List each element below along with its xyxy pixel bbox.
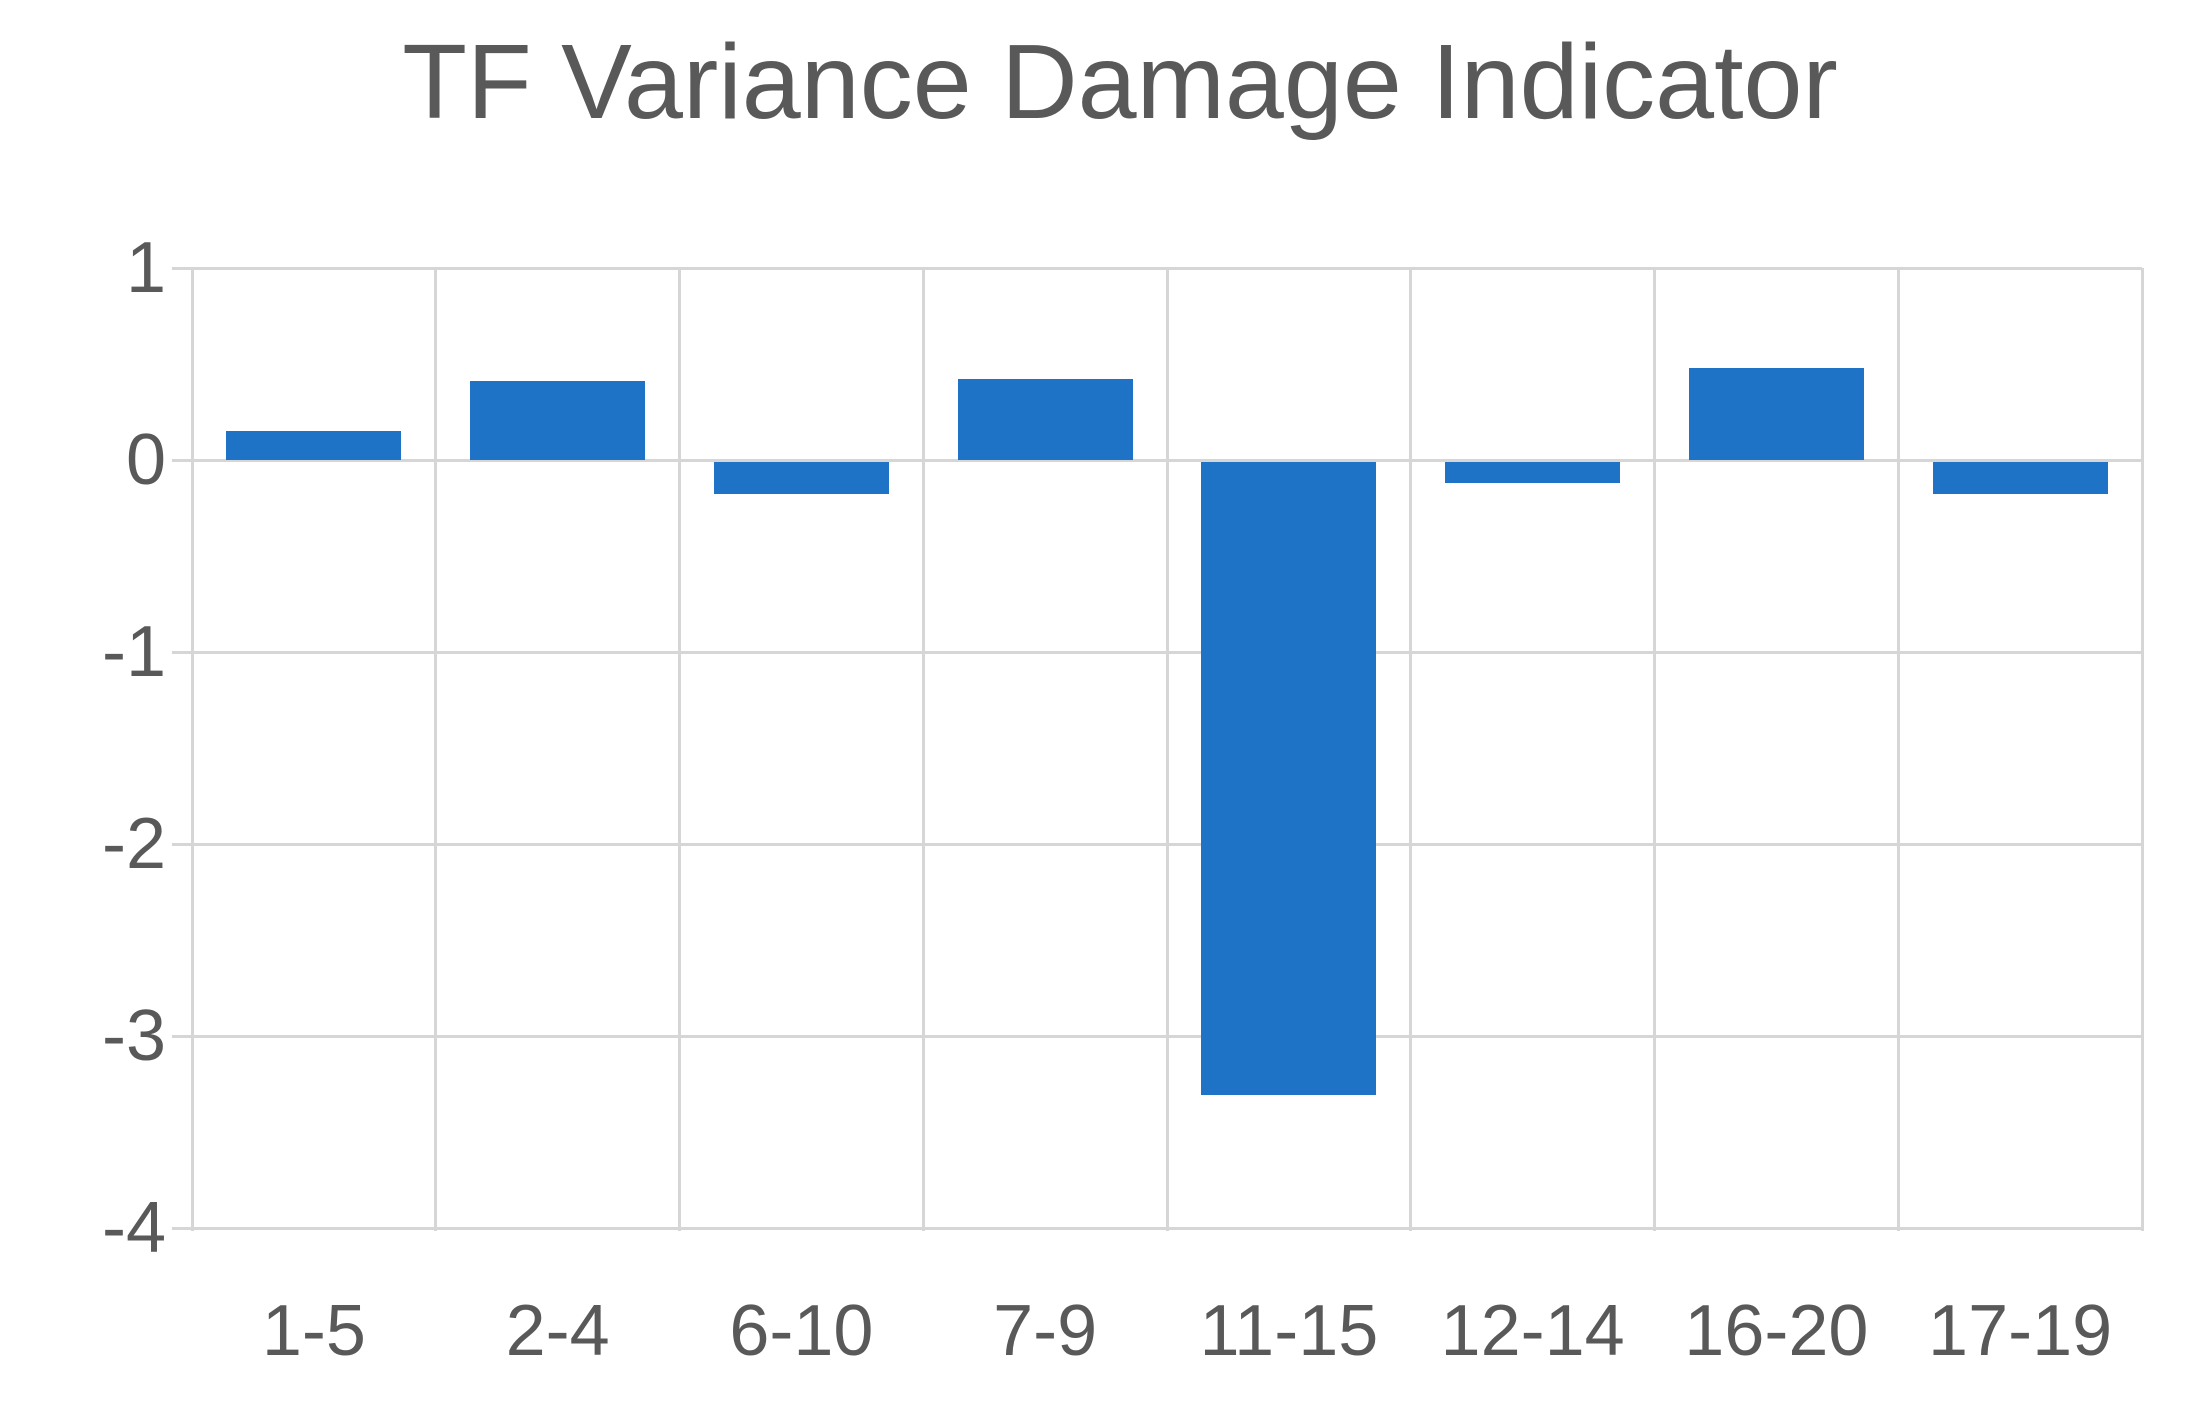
y-axis-tick	[172, 1226, 192, 1230]
horizontal-gridline	[192, 1226, 2142, 1230]
bar-7-9	[957, 379, 1133, 460]
x-axis-category-label: 11-15	[1199, 1291, 1379, 1371]
bar-12-14	[1445, 461, 1621, 483]
vertical-gridline	[1653, 268, 1656, 1231]
y-axis-tick-label: -1	[101, 612, 166, 692]
vertical-gridline	[1165, 268, 1169, 1231]
y-axis-tick	[172, 650, 192, 654]
bar-2-4	[470, 381, 646, 460]
y-axis-tick	[172, 266, 192, 270]
horizontal-gridline	[192, 1034, 2142, 1038]
y-axis-tick	[172, 1034, 192, 1038]
bar-1-5	[226, 431, 402, 460]
vertical-gridline	[1409, 268, 1413, 1231]
y-axis-tick-label: -2	[101, 804, 166, 884]
vertical-gridline	[678, 268, 681, 1231]
bar-11-15	[1201, 461, 1377, 1096]
x-axis-category-label: 17-19	[1928, 1291, 2113, 1371]
vertical-gridline	[921, 268, 925, 1231]
plot-area	[190, 266, 2144, 1231]
chart-title: TF Variance Damage Indicator	[402, 23, 1838, 141]
vertical-gridline	[434, 268, 438, 1231]
horizontal-gridline	[192, 650, 2142, 654]
x-axis-category-label: 12-14	[1440, 1291, 1625, 1371]
x-axis-category-label: 1-5	[261, 1291, 366, 1371]
bar-6-10	[713, 461, 889, 495]
y-axis-tick-label: 1	[125, 228, 166, 308]
horizontal-gridline	[192, 842, 2142, 846]
vertical-gridline	[2140, 268, 2144, 1231]
x-axis-category-label: 2-4	[505, 1291, 610, 1371]
y-axis-tick-label: -3	[101, 996, 166, 1076]
vertical-gridline	[1896, 268, 1900, 1231]
vertical-gridline	[190, 268, 194, 1231]
y-axis-tick	[172, 458, 192, 462]
y-axis-tick-label: 0	[125, 420, 166, 500]
x-axis-category-label: 7-9	[993, 1291, 1098, 1371]
y-axis-tick	[172, 842, 192, 846]
bar-17-19	[1932, 461, 2108, 495]
horizontal-gridline	[192, 266, 2142, 270]
x-axis-category-label: 6-10	[729, 1291, 874, 1371]
bar-16-20	[1688, 367, 1864, 460]
horizontal-gridline	[192, 458, 2142, 462]
y-axis-tick-label: -4	[101, 1188, 166, 1268]
x-axis-category-label: 16-20	[1684, 1291, 1869, 1371]
